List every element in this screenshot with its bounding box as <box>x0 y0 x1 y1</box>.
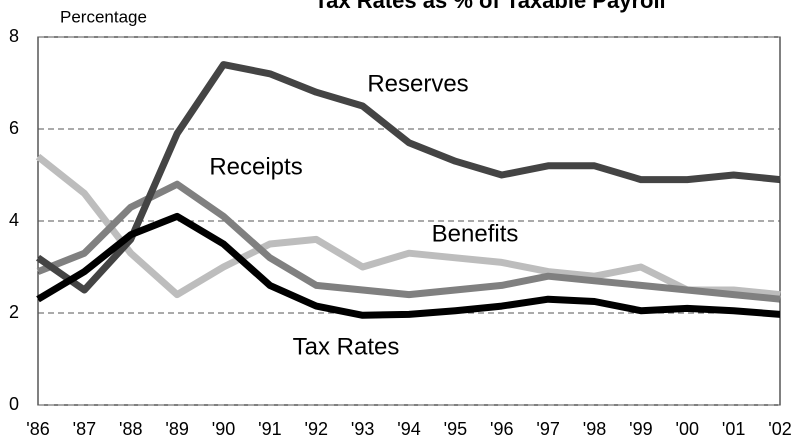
x-tick-label: '93 <box>351 419 374 439</box>
chart-title: Tax Rates as % of Taxable Payroll <box>314 0 665 13</box>
x-tick-label: '94 <box>397 419 420 439</box>
series-label: Benefits <box>432 220 519 247</box>
x-tick-label: '95 <box>444 419 467 439</box>
x-tick-label: '92 <box>305 419 328 439</box>
x-tick-label: '97 <box>536 419 559 439</box>
y-tick-label: 4 <box>9 210 19 230</box>
x-tick-label: '86 <box>26 419 49 439</box>
x-tick-label: '02 <box>768 419 791 439</box>
x-tick-label: '88 <box>119 419 142 439</box>
x-tick-label: '99 <box>629 419 652 439</box>
y-axis-label: Percentage <box>60 7 147 26</box>
x-tick-label: '00 <box>676 419 699 439</box>
y-tick-label: 0 <box>9 394 19 414</box>
series-label: Receipts <box>209 153 302 180</box>
x-tick-label: '91 <box>258 419 281 439</box>
series-label: Reserves <box>367 70 468 97</box>
x-tick-label: '89 <box>165 419 188 439</box>
y-tick-label: 6 <box>9 118 19 138</box>
series-line <box>36 61 781 294</box>
series-line <box>36 180 781 303</box>
series-label: Tax Rates <box>293 333 400 360</box>
x-tick-label: '96 <box>490 419 513 439</box>
x-tick-label: '98 <box>583 419 606 439</box>
x-tick-label: '87 <box>73 419 96 439</box>
y-tick-label: 8 <box>9 26 19 46</box>
x-tick-label: '90 <box>212 419 235 439</box>
x-tick-label: '01 <box>722 419 745 439</box>
series-line <box>35 153 781 299</box>
series-line <box>36 212 781 319</box>
y-tick-label: 2 <box>9 302 19 322</box>
